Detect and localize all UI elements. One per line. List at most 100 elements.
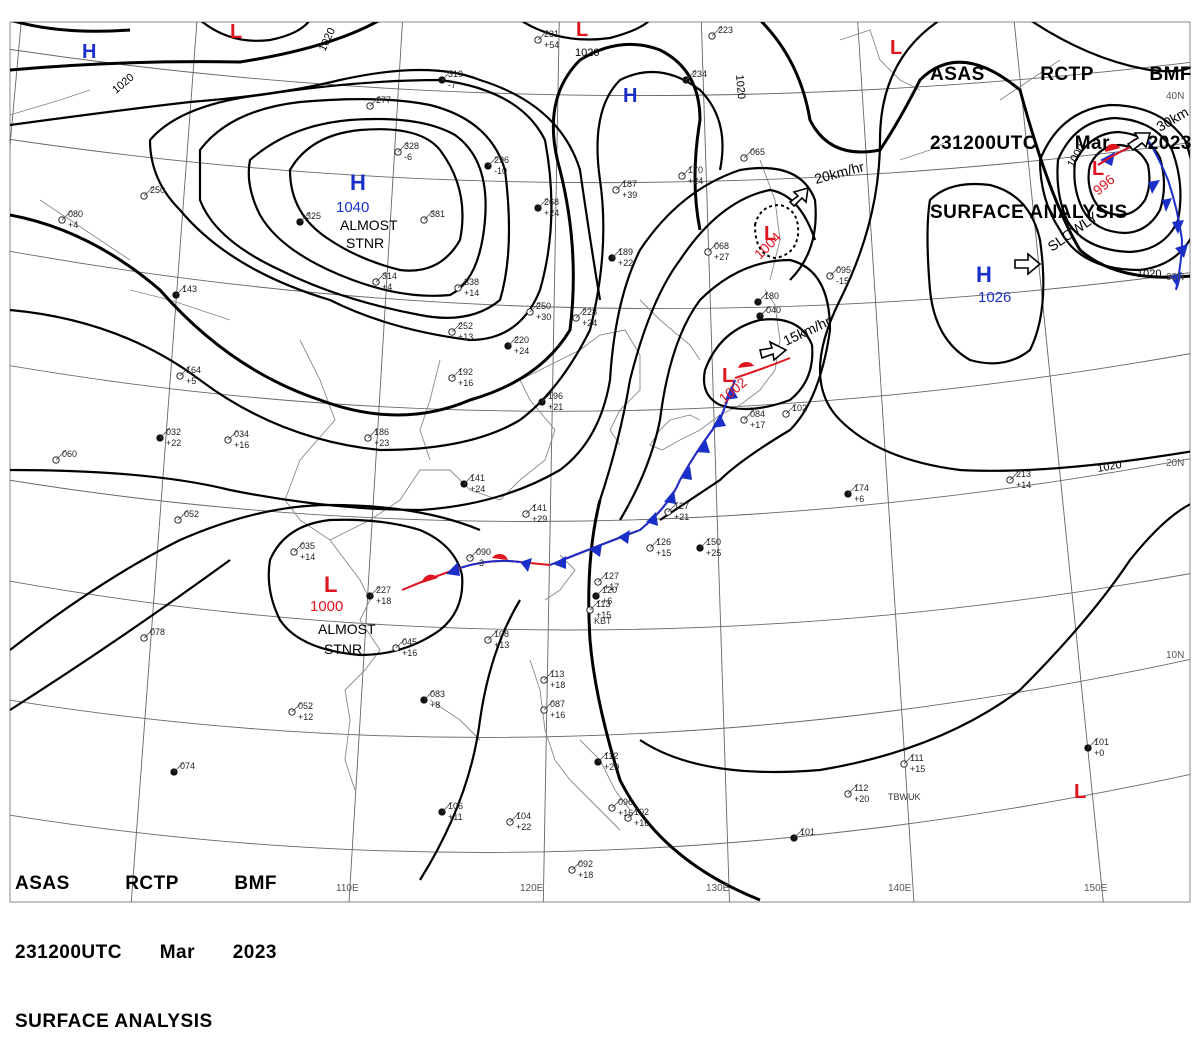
low-center-marker: L	[230, 21, 242, 43]
center-note: STNR	[346, 235, 384, 251]
station-plot: 083+8	[420, 689, 445, 710]
station-pressure: 338	[464, 277, 479, 287]
station-tendency: +11	[448, 812, 463, 822]
station-pressure: 164	[186, 365, 201, 375]
station-tendency: +0	[1094, 748, 1104, 758]
station-plot: 170+24	[678, 165, 703, 186]
station-pressure: 080	[68, 209, 83, 219]
center-note: STNR	[324, 641, 362, 657]
station-tendency: -6	[404, 152, 412, 162]
station-tendency: +21	[548, 402, 563, 412]
station-tendency: +16	[550, 710, 565, 720]
station-plot: 314+4	[372, 271, 397, 292]
station-pressure: 083	[430, 689, 445, 699]
station-plot: 087+16	[540, 699, 565, 720]
low-center-marker: L	[764, 223, 776, 245]
station-pressure: 113	[596, 599, 610, 609]
station-pressure: 227	[376, 585, 391, 595]
wind-barb	[451, 321, 463, 333]
station-pressure: 068	[714, 241, 729, 251]
wind-barb	[611, 797, 623, 809]
wind-barb	[487, 629, 499, 641]
station-plot: 090-3	[466, 547, 491, 568]
station-tendency: +17	[750, 420, 765, 430]
station-tendency: +39	[622, 190, 637, 200]
occluded-front-1002	[734, 357, 791, 379]
wind-barb	[369, 95, 381, 107]
station-pressure: 040	[766, 305, 781, 315]
station-pressure: 102	[792, 403, 807, 413]
station-pressure: 060	[62, 449, 77, 459]
wind-barb	[441, 69, 453, 81]
station-tendency: +30	[536, 312, 551, 322]
station-pressure: 087	[550, 699, 565, 709]
station-pressure: 034	[234, 429, 249, 439]
wind-barb	[615, 179, 627, 191]
station-pressure: 381	[430, 209, 445, 219]
header-month: Mar	[1074, 133, 1110, 154]
low-center-marker: L	[890, 37, 902, 59]
station-pressure: 314	[382, 271, 397, 281]
wind-barb	[743, 409, 755, 421]
station-pressure: 252	[458, 321, 473, 331]
station-tendency: +24	[470, 484, 485, 494]
isobar-label: 1020	[575, 47, 599, 59]
wind-barb	[903, 753, 915, 765]
station-plot: 112+20	[844, 783, 869, 804]
station-pressure: 090	[476, 547, 491, 557]
station-tendency: +22	[516, 822, 531, 832]
station-plot: 296-10	[484, 155, 509, 176]
wind-barb	[597, 571, 609, 583]
station-tendency: -3	[476, 558, 484, 568]
station-tendency: +16	[634, 818, 649, 828]
station-plot: 189+22	[608, 247, 633, 268]
graticule-labels: 40N 30N 20N 10N 110E 120E 130E 140E 150E	[336, 91, 1184, 894]
station-pressure: 319	[448, 69, 463, 79]
isobar-label: 1020	[733, 74, 747, 99]
station-pressure: 231	[544, 29, 559, 39]
station-plot: 034+16	[224, 429, 249, 450]
lon-label: 110E	[336, 883, 359, 894]
wind-barb	[529, 301, 541, 313]
station-plot: 164+5	[176, 365, 201, 386]
wind-barb	[369, 585, 381, 597]
station-tendency: +27	[714, 252, 729, 262]
station-pressure: 113	[550, 669, 564, 679]
station-pressure: 143	[182, 284, 197, 294]
wind-barb	[441, 801, 453, 813]
motion-label: 15km/hr	[781, 313, 834, 349]
station-tendency: +16	[234, 440, 249, 450]
lon-label: 140E	[888, 883, 912, 894]
station-pressure: 078	[150, 627, 165, 637]
wind-barb	[537, 29, 549, 41]
lon-label: 130E	[706, 883, 730, 894]
station-plot: 065	[740, 147, 765, 162]
station-tendency: +13	[494, 640, 509, 650]
station-pressure: 277	[376, 95, 391, 105]
station-plot: 231+54	[534, 29, 559, 50]
high-center-marker: H	[350, 170, 366, 195]
station-tendency: +17	[604, 582, 619, 592]
station-pressure: 120	[602, 585, 617, 595]
station-pressure: 328	[404, 141, 419, 151]
station-plot: 113+15	[586, 599, 611, 620]
lat-label: 40N	[1166, 91, 1184, 102]
station-pressure: 186	[374, 427, 389, 437]
chart-header-bottom-left: ASAS RCTP BMF 231200UTC Mar 2023 SURFACE ANA…	[15, 826, 277, 1056]
wind-barb	[537, 197, 549, 209]
station-tendency: +5	[186, 376, 196, 386]
wind-barb	[595, 585, 607, 597]
arrow-30km	[1126, 132, 1152, 152]
station-pressure: 052	[184, 509, 199, 519]
station-plot: 102+16	[624, 807, 649, 828]
station-tendency: +18	[376, 596, 391, 606]
wind-barb	[847, 783, 859, 795]
wind-barb	[179, 365, 191, 377]
station-plot: 101	[790, 827, 815, 842]
wind-barb	[397, 141, 409, 153]
station-pressure: 228	[582, 307, 597, 317]
wind-barb	[611, 247, 623, 259]
header-year: 2023	[1147, 133, 1192, 154]
station-pressure: 141	[532, 503, 547, 513]
